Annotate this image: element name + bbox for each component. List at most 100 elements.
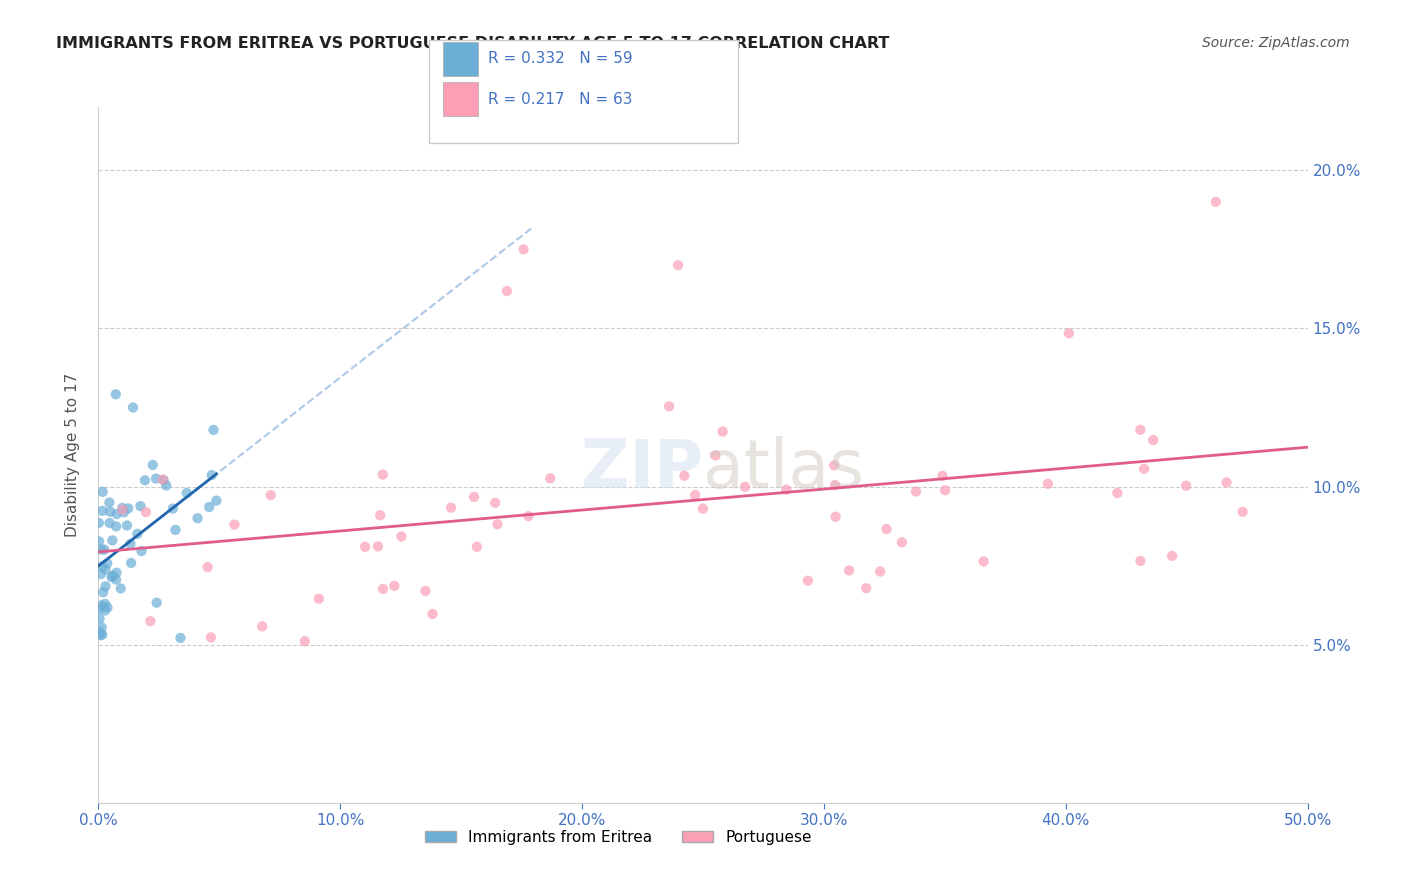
Point	[101, 533, 124, 548]
Point	[775, 483, 797, 497]
Point	[91, 504, 114, 518]
Point	[368, 508, 391, 523]
Point	[838, 563, 860, 577]
Point	[496, 284, 519, 298]
Point	[145, 471, 167, 485]
Point	[673, 468, 696, 483]
Point	[797, 574, 820, 588]
Point	[96, 557, 118, 571]
Point	[111, 500, 134, 515]
Point	[855, 581, 877, 595]
Point	[162, 501, 184, 516]
Point	[105, 507, 128, 521]
Point	[176, 486, 198, 500]
Point	[934, 483, 956, 498]
Text: Source: ZipAtlas.com: Source: ZipAtlas.com	[1202, 36, 1350, 50]
Point	[1036, 476, 1059, 491]
Point	[891, 535, 914, 549]
Point	[1161, 549, 1184, 563]
Point	[1129, 554, 1152, 568]
Point	[197, 560, 219, 574]
Point	[202, 423, 225, 437]
Point	[187, 511, 209, 525]
Point	[422, 607, 444, 621]
Point	[129, 499, 152, 513]
Point	[90, 620, 112, 634]
Point	[824, 478, 846, 492]
Point	[704, 448, 727, 462]
Point	[200, 631, 222, 645]
Point	[294, 634, 316, 648]
Point	[94, 562, 117, 576]
Point	[98, 495, 121, 509]
Point	[155, 478, 177, 492]
Point	[120, 556, 142, 570]
Point	[371, 582, 394, 596]
Point	[93, 542, 115, 557]
Text: ZIP: ZIP	[581, 436, 703, 502]
Point	[484, 496, 506, 510]
Point	[89, 625, 111, 640]
Point	[367, 540, 389, 554]
Point	[683, 488, 706, 502]
Point	[105, 566, 128, 580]
Point	[512, 243, 534, 257]
Point	[1175, 478, 1198, 492]
Point	[91, 559, 114, 574]
Point	[131, 544, 153, 558]
Point	[734, 480, 756, 494]
Point	[415, 583, 437, 598]
Point	[105, 573, 128, 587]
Point	[165, 523, 187, 537]
Point	[1133, 462, 1156, 476]
Point	[1107, 486, 1129, 500]
Point	[134, 473, 156, 487]
Point	[354, 540, 377, 554]
Point	[94, 597, 117, 611]
Point	[666, 258, 689, 272]
Point	[139, 614, 162, 628]
Point	[201, 468, 224, 483]
Point	[260, 488, 283, 502]
Point	[252, 619, 274, 633]
Point	[135, 505, 157, 519]
Text: R = 0.332   N = 59: R = 0.332 N = 59	[488, 52, 633, 66]
Point	[91, 627, 114, 641]
Point	[117, 501, 139, 516]
Legend: Immigrants from Eritrea, Portuguese: Immigrants from Eritrea, Portuguese	[419, 823, 818, 851]
Point	[876, 522, 898, 536]
Point	[382, 579, 405, 593]
Text: IMMIGRANTS FROM ERITREA VS PORTUGUESE DISABILITY AGE 5 TO 17 CORRELATION CHART: IMMIGRANTS FROM ERITREA VS PORTUGUESE DI…	[56, 36, 890, 51]
Point	[152, 473, 174, 487]
Point	[142, 458, 165, 472]
Point	[96, 600, 118, 615]
Point	[90, 567, 112, 582]
Point	[869, 565, 891, 579]
Point	[100, 570, 122, 584]
Point	[111, 502, 134, 516]
Point	[486, 517, 509, 532]
Point	[90, 542, 112, 557]
Point	[152, 473, 174, 487]
Point	[308, 591, 330, 606]
Point	[463, 490, 485, 504]
Point	[1142, 433, 1164, 447]
Point	[198, 500, 221, 514]
Point	[87, 516, 110, 530]
Point	[931, 468, 953, 483]
Point	[87, 534, 110, 549]
Text: R = 0.217   N = 63: R = 0.217 N = 63	[488, 92, 633, 106]
Point	[89, 628, 111, 642]
Point	[115, 518, 138, 533]
Point	[692, 501, 714, 516]
Point	[1205, 194, 1227, 209]
Point	[371, 467, 394, 482]
Point	[105, 519, 128, 533]
Point	[122, 401, 145, 415]
Point	[465, 540, 488, 554]
Point	[517, 509, 540, 524]
Point	[823, 458, 845, 473]
Point	[1215, 475, 1237, 490]
Text: atlas: atlas	[703, 436, 863, 502]
Point	[391, 530, 413, 544]
